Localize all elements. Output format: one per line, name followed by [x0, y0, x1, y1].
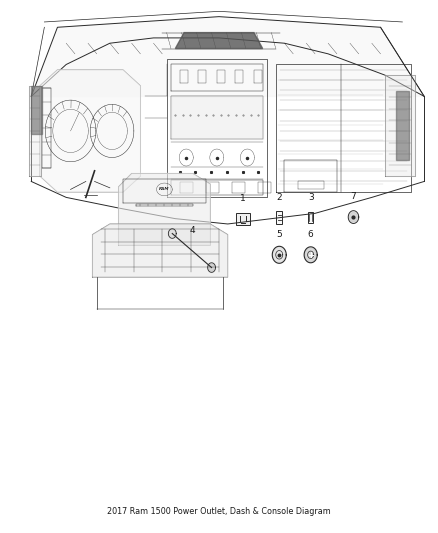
Text: 5: 5 — [276, 230, 282, 239]
Text: 1: 1 — [240, 193, 246, 203]
Polygon shape — [208, 264, 215, 271]
FancyBboxPatch shape — [237, 213, 250, 224]
Polygon shape — [350, 212, 357, 222]
Polygon shape — [119, 173, 210, 245]
Polygon shape — [31, 86, 42, 134]
Polygon shape — [396, 91, 409, 160]
Polygon shape — [175, 33, 263, 49]
Polygon shape — [169, 230, 175, 237]
Polygon shape — [31, 17, 424, 96]
Text: 2017 Ram 1500 Power Outlet, Dash & Console Diagram: 2017 Ram 1500 Power Outlet, Dash & Conso… — [107, 507, 331, 516]
Polygon shape — [40, 70, 141, 192]
Text: RAM: RAM — [159, 188, 170, 191]
Polygon shape — [305, 248, 316, 262]
Text: 7: 7 — [350, 192, 357, 201]
Bar — [276, 211, 282, 224]
Text: 6: 6 — [308, 230, 314, 239]
Bar — [308, 212, 313, 223]
Text: 4: 4 — [189, 225, 195, 235]
Polygon shape — [273, 247, 286, 262]
Text: 3: 3 — [308, 192, 314, 201]
Polygon shape — [92, 224, 228, 277]
Text: 2: 2 — [276, 192, 282, 201]
